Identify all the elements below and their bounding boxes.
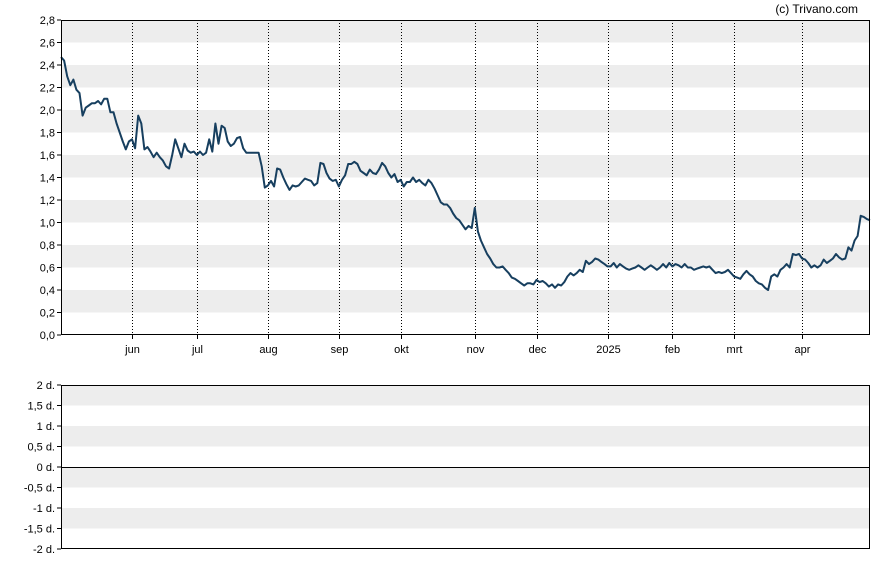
dividend-chart-y-tick-labels: -2 d. -1,5 d. -1 d. -0,5 d. 0 d. 0,5 d. 1 d. 1,… [24, 380, 61, 556]
dividend-chart: -2 d. -1,5 d. -1 d. -0,5 d. 0 d. 0,5 d. 1 d. 1,… [24, 380, 870, 556]
price-chart-band [61, 200, 870, 223]
dividend-y-tick-label: 0 d. [37, 462, 55, 474]
price-series [60, 56, 871, 291]
dividend-y-tick-label: -2 d. [33, 544, 55, 556]
month-tick-label: sep [331, 344, 349, 356]
price-y-tick-label: 1,8 [40, 128, 55, 140]
price-chart-bands [61, 20, 870, 313]
month-tick-label: aug [259, 344, 277, 356]
month-tick-label: dec [529, 344, 547, 356]
price-chart-band [61, 65, 870, 88]
dividend-y-tick-label: 0,5 d. [27, 442, 55, 454]
price-y-tick-label: 0,6 [40, 263, 55, 275]
price-chart-band [61, 155, 870, 178]
price-y-tick-label: 2,4 [40, 60, 55, 72]
price-y-tick-label: 2,2 [40, 83, 55, 95]
month-tick-label: okt [394, 344, 409, 356]
price-chart-y-tick-labels: 0,0 0,2 0,4 0,6 0,8 1,0 1,2 1,4 1,6 1,8 2,0 2,2 2,4 2… [40, 15, 61, 342]
price-y-tick-label: 2,8 [40, 15, 55, 27]
dividend-chart-bands [61, 385, 870, 529]
price-chart-frame [61, 20, 870, 335]
dividend-y-tick-label: 2 d. [37, 380, 55, 392]
price-y-tick-label: 2,6 [40, 38, 55, 50]
dividend-chart-band [61, 426, 870, 447]
dividend-chart-band [61, 467, 870, 488]
dividend-chart-band [61, 508, 870, 529]
month-tick-label: mrt [727, 344, 743, 356]
price-chart-band [61, 110, 870, 133]
dividend-y-tick-label: -1 d. [33, 503, 55, 515]
price-line [60, 56, 871, 291]
price-chart: 0,0 0,2 0,4 0,6 0,8 1,0 1,2 1,4 1,6 1,8 2,0 2,2 2,4 2… [40, 15, 871, 356]
price-y-tick-label: 1,0 [40, 218, 55, 230]
price-y-tick-label: 0,4 [40, 285, 55, 297]
price-y-tick-label: 0,2 [40, 308, 55, 320]
month-tick-label: jun [124, 344, 140, 356]
price-y-tick-label: 1,6 [40, 150, 55, 162]
dividend-y-tick-label: 1,5 d. [27, 401, 55, 413]
month-tick-label: 2025 [596, 344, 620, 356]
month-tick-label: apr [795, 344, 811, 356]
price-chart-x-tick-labels: jun jul aug sep okt nov dec 2025 feb mrt apr [124, 335, 811, 356]
month-tick-label: feb [665, 344, 680, 356]
price-y-tick-label: 0,0 [40, 330, 55, 342]
price-chart-band [61, 290, 870, 313]
price-y-tick-label: 0,8 [40, 240, 55, 252]
dividend-y-tick-label: -0,5 d. [24, 483, 55, 495]
credit-label: (c) Trivano.com [775, 2, 858, 16]
month-tick-label: jul [191, 344, 203, 356]
price-y-tick-label: 1,2 [40, 195, 55, 207]
month-tick-label: nov [467, 344, 485, 356]
dividend-y-tick-label: -1,5 d. [24, 524, 55, 536]
dividend-y-tick-label: 1 d. [37, 421, 55, 433]
price-y-tick-label: 1,4 [40, 173, 55, 185]
dividend-chart-band [61, 385, 870, 406]
price-chart-band [61, 20, 870, 43]
price-y-tick-label: 2,0 [40, 105, 55, 117]
dividend-chart-frame [61, 385, 870, 549]
price-chart-band [61, 245, 870, 268]
